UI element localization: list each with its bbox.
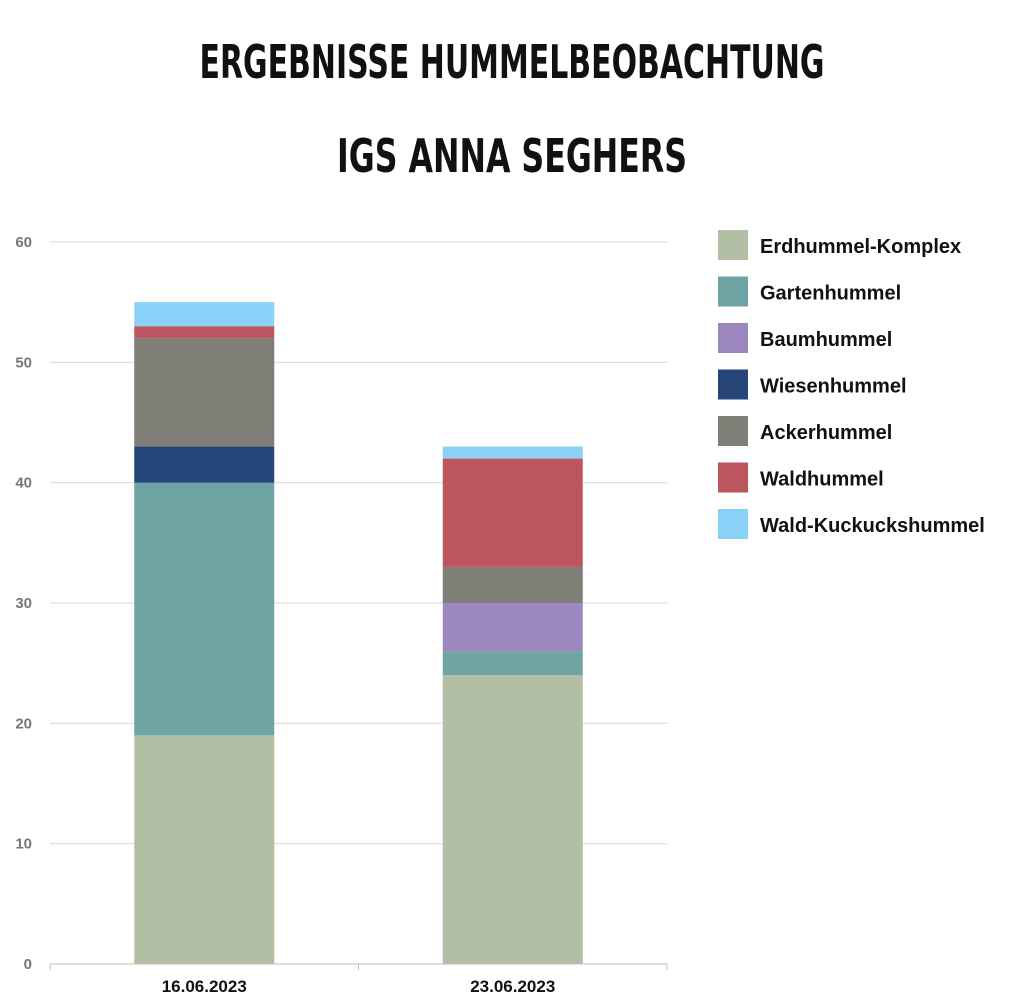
legend-label: Erdhummel-Komplex — [760, 236, 961, 258]
legend-label: Gartenhummel — [760, 283, 901, 305]
legend-swatch — [718, 509, 748, 539]
y-tick-label: 60 — [15, 234, 32, 251]
legend-swatch — [718, 276, 748, 307]
legend-label: Ackerhummel — [760, 422, 892, 444]
legend-swatch — [718, 416, 748, 446]
legend-swatch — [718, 323, 748, 353]
chart-title-line-2: IGS ANNA SEGHERS — [337, 129, 687, 183]
bar-segment-ackerhummel — [134, 338, 275, 447]
bar-segment-waldhummel — [442, 458, 583, 567]
bar-segment-erdhummel-komplex — [134, 735, 275, 964]
legend-label: Waldhummel — [760, 469, 884, 491]
y-tick-label: 20 — [15, 715, 32, 732]
legend-swatch — [718, 462, 748, 493]
axes: 0 10 20 30 40 50 60 16.06.2023 23.06.2023 — [15, 234, 668, 996]
bar-segment-wiesenhummel — [134, 446, 275, 483]
y-tick-label: 10 — [15, 836, 32, 853]
x-category-label: 23.06.2023 — [470, 977, 555, 996]
bar-segment-wald-kuckuckshummel — [134, 302, 275, 327]
legend-swatch — [718, 230, 748, 260]
y-tick-label: 30 — [15, 595, 32, 612]
bar-segment-gartenhummel — [442, 651, 583, 676]
y-tick-label: 0 — [24, 956, 32, 973]
x-category-label: 16.06.2023 — [162, 977, 247, 996]
y-tick-label: 50 — [15, 354, 32, 371]
bar-segment-waldhummel — [134, 326, 275, 339]
bar-segment-gartenhummel — [134, 482, 275, 736]
legend-label: Wald-Kuckuckshummel — [760, 515, 985, 537]
legend: Erdhummel-Komplex Gartenhummel Baumhummel W… — [718, 230, 985, 539]
bar-segment-erdhummel-komplex — [442, 675, 583, 964]
y-tick-label: 40 — [15, 475, 32, 492]
legend-label: Wiesenhummel — [760, 376, 907, 398]
bar-segment-baumhummel — [442, 603, 583, 652]
legend-label: Baumhummel — [760, 329, 892, 351]
bar-segment-wald-kuckuckshummel — [442, 446, 583, 459]
bar-segment-ackerhummel — [442, 566, 583, 603]
legend-swatch — [718, 369, 748, 400]
bars — [134, 302, 583, 964]
chart-title-line-1: ERGEBNISSE HUMMELBEOBACHTUNG — [200, 35, 825, 89]
